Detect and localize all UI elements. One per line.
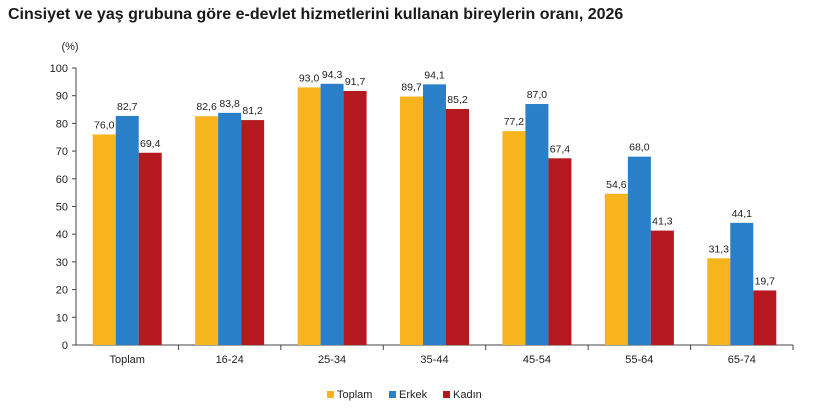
x-category-label: 35-44 xyxy=(420,354,448,366)
y-tick-label: 20 xyxy=(56,285,68,297)
data-label: 93,0 xyxy=(299,72,320,84)
bar-kadın xyxy=(753,290,777,345)
data-label: 54,6 xyxy=(606,179,627,191)
bar-erkek xyxy=(730,222,754,345)
data-label: 81,2 xyxy=(242,105,263,117)
bar-erkek xyxy=(627,156,651,345)
chart-bars: 76,082,7 69,4 82,6 83,881,2 93,0 94,391,7 89,7… xyxy=(92,69,777,346)
bar-kadın xyxy=(650,230,674,345)
bar-erkek xyxy=(115,115,139,346)
bar-toplam xyxy=(604,193,628,345)
data-label: 89,7 xyxy=(401,82,422,94)
bar-toplam xyxy=(92,134,116,345)
data-label: 76,0 xyxy=(94,119,115,131)
y-tick-label: 10 xyxy=(56,312,68,324)
y-tick-label: 40 xyxy=(56,229,68,241)
data-label: 67,4 xyxy=(550,143,571,155)
data-label: 82,6 xyxy=(196,101,217,113)
data-label: 94,3 xyxy=(322,69,343,81)
y-tick-label: 30 xyxy=(56,257,68,269)
x-category-label: 55-64 xyxy=(625,354,653,366)
bar-kadın xyxy=(446,108,469,345)
bar-toplam xyxy=(707,258,731,345)
bar-toplam xyxy=(502,131,526,345)
bar-toplam xyxy=(195,116,219,345)
bar-erkek xyxy=(320,83,344,345)
data-label: 68,0 xyxy=(629,142,650,154)
y-tick-label: 60 xyxy=(56,174,68,186)
bar-toplam xyxy=(297,87,321,345)
bar-kadın xyxy=(138,152,162,345)
data-label: 87,0 xyxy=(527,89,548,101)
legend-swatch-toplam xyxy=(327,391,334,398)
data-label: 41,3 xyxy=(652,216,673,228)
x-category-label: 16-24 xyxy=(216,354,244,366)
legend-swatch-erkek xyxy=(389,391,396,398)
x-category-label: 45-54 xyxy=(523,354,551,366)
data-label: 44,1 xyxy=(732,208,753,220)
legend-label: Kadın xyxy=(453,389,482,401)
data-label: 82,7 xyxy=(117,101,138,113)
data-label: 83,8 xyxy=(219,98,240,110)
x-category-label: Toplam xyxy=(109,354,144,366)
bar-erkek xyxy=(423,84,446,345)
y-tick-label: 50 xyxy=(56,202,68,214)
bar-erkek xyxy=(525,104,549,345)
chart-title: Cinsiyet ve yaş grubuna göre e-devlet hi… xyxy=(8,6,624,23)
y-axis-unit-label: (%) xyxy=(61,41,78,53)
data-label: 77,2 xyxy=(504,116,525,128)
x-category-label: 65-74 xyxy=(728,354,756,366)
chart-legend: Toplam Erkek Kadın xyxy=(327,389,482,401)
bar-kadın xyxy=(241,120,265,346)
data-label: 91,7 xyxy=(345,76,366,88)
data-label: 31,3 xyxy=(709,243,730,255)
y-tick-label: 80 xyxy=(56,118,68,130)
y-tick-label: 100 xyxy=(50,63,68,75)
y-tick-label: 0 xyxy=(62,340,68,352)
legend-swatch-kadın xyxy=(443,391,450,398)
data-label: 94,1 xyxy=(424,69,445,81)
y-tick-label: 70 xyxy=(56,146,68,158)
data-label: 19,7 xyxy=(755,275,776,287)
bar-kadın xyxy=(548,158,572,345)
x-category-label: 25-34 xyxy=(318,354,346,366)
legend-label: Toplam xyxy=(337,389,372,401)
bar-toplam xyxy=(400,96,423,345)
bar-kadın xyxy=(343,90,367,345)
y-tick-label: 90 xyxy=(56,91,68,103)
bar-erkek xyxy=(218,112,242,346)
data-label: 69,4 xyxy=(140,138,161,150)
legend-label: Erkek xyxy=(399,389,428,401)
data-label: 85,2 xyxy=(447,94,468,106)
